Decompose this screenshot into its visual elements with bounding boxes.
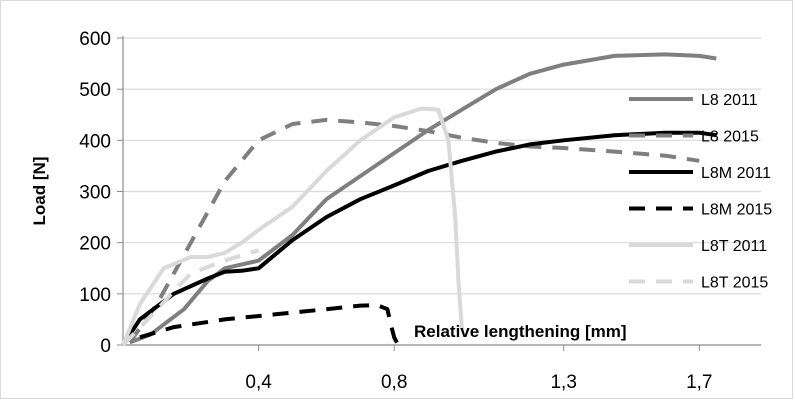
y-tick-label: 400 bbox=[79, 131, 111, 152]
series-line bbox=[121, 130, 717, 347]
x-axis-title: Relative lengthening [mm] bbox=[414, 322, 627, 341]
series-line bbox=[121, 248, 260, 347]
y-axis-title: Load [N] bbox=[30, 157, 49, 226]
legend-label: L8M 2011 bbox=[701, 165, 771, 182]
legend-label: L8T 2011 bbox=[701, 238, 767, 255]
x-tick-label: 0,4 bbox=[245, 372, 272, 393]
y-tick-label: 500 bbox=[79, 80, 111, 101]
gridlines bbox=[123, 37, 761, 295]
y-tick-label: 100 bbox=[79, 285, 111, 306]
legend-label: L8T 2015 bbox=[701, 275, 768, 292]
y-tick-label: 300 bbox=[79, 183, 111, 204]
x-tick-label: 1,7 bbox=[686, 372, 712, 393]
legend-label: L8M 2015 bbox=[701, 202, 772, 219]
y-tick-label: 0 bbox=[100, 336, 111, 357]
series-line bbox=[128, 117, 700, 344]
x-tick-label: 1,3 bbox=[550, 372, 576, 393]
axes: 0 100 200 300 400 500 600 0,4 0,8 1,3 1,7 bbox=[79, 29, 761, 393]
y-tick-label: 200 bbox=[79, 234, 111, 255]
x-tick-label: 0,8 bbox=[381, 372, 407, 393]
y-tick-label: 600 bbox=[79, 29, 111, 50]
legend: L8 2011 L8 2015 L8M 2011 L8M 2015 L8T 2011 L8… bbox=[629, 92, 772, 292]
series-line bbox=[139, 303, 400, 345]
series-line bbox=[121, 106, 464, 346]
series-line bbox=[129, 52, 717, 345]
series-lines bbox=[121, 52, 717, 347]
legend-label: L8 2015 bbox=[701, 129, 759, 146]
legend-label: L8 2011 bbox=[701, 92, 758, 109]
